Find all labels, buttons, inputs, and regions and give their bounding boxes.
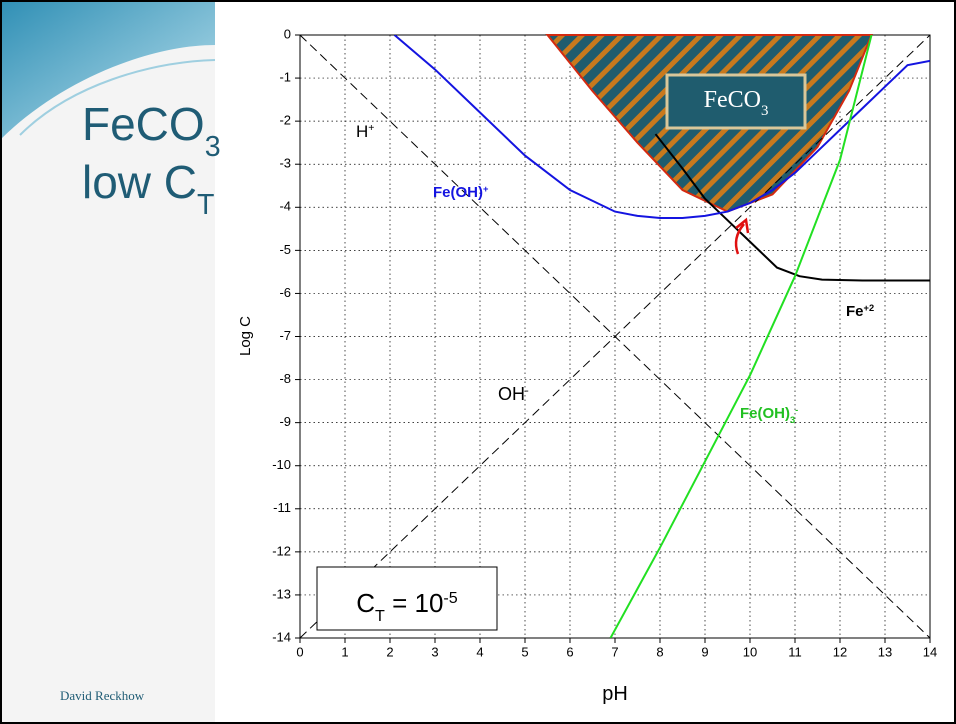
- x-tick-label: 2: [386, 644, 393, 659]
- annotation: Fe(OH)+: [433, 184, 489, 201]
- text-part: C: [356, 588, 375, 618]
- series-line: [393, 35, 930, 220]
- y-tick-label: -8: [279, 371, 291, 386]
- decor-swoosh: [0, 0, 215, 140]
- y-tick-label: -3: [279, 156, 291, 171]
- subscript: 3: [205, 131, 221, 163]
- subscript: 3: [790, 415, 795, 425]
- x-tick-label: 13: [878, 644, 892, 659]
- y-tick-label: -12: [272, 543, 291, 558]
- x-tick-label: 0: [296, 644, 303, 659]
- series-line: [609, 35, 873, 638]
- y-tick-label: -14: [272, 629, 291, 644]
- text-part: Fe(OH): [740, 405, 790, 422]
- x-tick-label: 8: [656, 644, 663, 659]
- text-part: FeCO: [82, 98, 205, 150]
- annotation: Fe(OH)3-: [740, 405, 798, 425]
- supscript: +2: [864, 303, 875, 313]
- y-tick-label: 0: [284, 26, 291, 41]
- y-tick-label: -5: [279, 242, 291, 257]
- text-part: = 10: [385, 588, 444, 618]
- y-tick-label: -4: [279, 199, 291, 214]
- decor-line: [19, 59, 216, 136]
- arrow: [734, 223, 745, 255]
- supscript: +: [368, 122, 374, 134]
- subscript: 3: [761, 103, 768, 119]
- annotation: CT = 10-5: [356, 588, 458, 625]
- supscript: -5: [443, 589, 457, 607]
- annotation: H+: [356, 122, 374, 141]
- y-tick-label: -6: [279, 285, 291, 300]
- annotation: OH-: [498, 384, 529, 404]
- text-part: FeCO: [704, 87, 761, 113]
- annotation: Fe+2: [846, 303, 874, 320]
- x-tick-label: 6: [566, 644, 573, 659]
- text-part: OH: [498, 384, 525, 404]
- arrow-head: [735, 217, 750, 234]
- y-tick-label: -9: [279, 414, 291, 429]
- annotation-box: [316, 566, 498, 631]
- x-tick-label: 11: [788, 644, 802, 659]
- text-part: Fe: [846, 303, 864, 320]
- x-tick-label: 12: [833, 644, 847, 659]
- text-part: low C: [82, 156, 197, 208]
- x-tick-label: 9: [701, 644, 708, 659]
- subscript: T: [197, 189, 214, 221]
- y-tick-label: -1: [279, 70, 291, 85]
- title-line: FeCO3: [82, 98, 221, 163]
- x-tick-label: 10: [743, 644, 757, 659]
- annotation-box: [665, 73, 807, 130]
- y-tick-label: -10: [272, 457, 291, 472]
- y-tick-label: -2: [279, 113, 291, 128]
- y-tick-label: -13: [272, 586, 291, 601]
- x-tick-label: 5: [521, 644, 528, 659]
- x-tick-label: 4: [476, 644, 483, 659]
- x-tick-label: 7: [611, 644, 618, 659]
- text-part: H: [356, 122, 368, 141]
- annotation: FeCO3: [704, 87, 769, 119]
- x-tick-label: 14: [923, 644, 937, 659]
- subscript: T: [375, 607, 385, 625]
- series-line: [300, 35, 930, 638]
- footer: David Reckhow: [60, 688, 145, 703]
- x-axis-label: pH: [602, 683, 628, 705]
- series-line: [654, 133, 930, 282]
- x-tick-label: 3: [431, 644, 438, 659]
- y-tick-label: -11: [273, 500, 291, 515]
- supscript: -: [795, 405, 798, 415]
- supscript: -: [525, 385, 529, 397]
- text-part: Fe(OH): [433, 184, 483, 201]
- y-axis-label: Log C: [237, 316, 254, 356]
- x-tick-label: 1: [341, 644, 348, 659]
- supscript: +: [483, 184, 489, 194]
- y-tick-label: -7: [279, 328, 291, 343]
- title-line: low CT: [82, 156, 214, 221]
